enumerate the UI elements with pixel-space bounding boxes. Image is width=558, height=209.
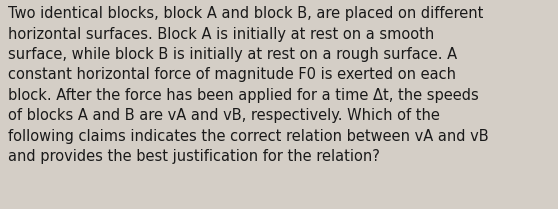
- Text: Two identical blocks, block A and block B, are placed on different
horizontal su: Two identical blocks, block A and block …: [8, 6, 489, 164]
